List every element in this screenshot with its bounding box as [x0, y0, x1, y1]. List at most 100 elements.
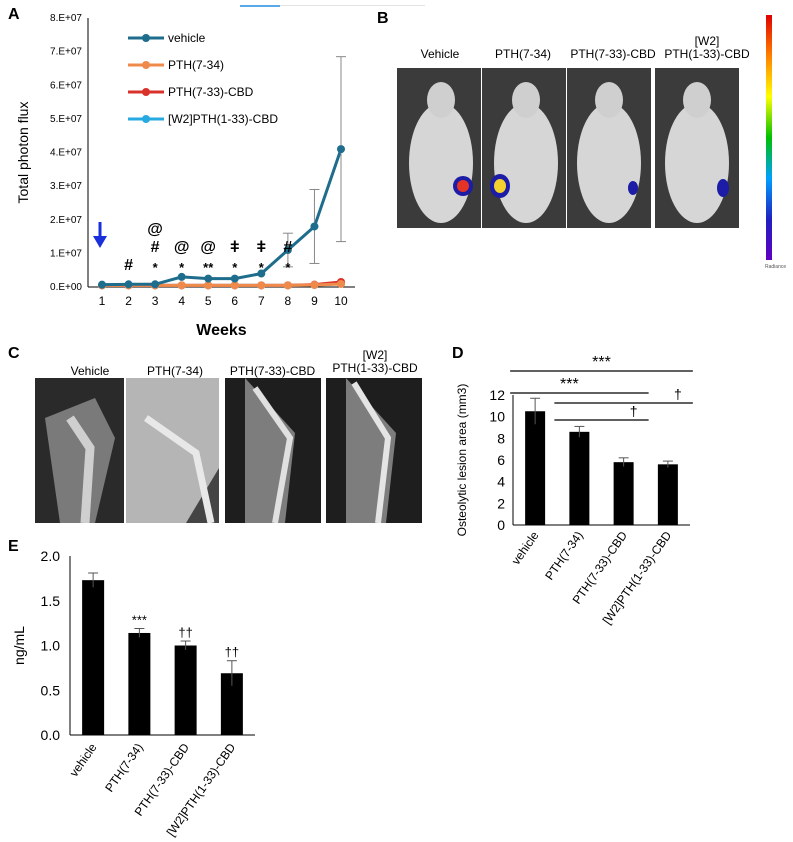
a-y-tick-label: 1.E+07 [50, 248, 82, 259]
e-significance-label: †† [225, 645, 239, 660]
a-x-axis-title: Weeks [196, 322, 247, 339]
d-y-axis-title: Osteolytic lesion area (mm3) [455, 384, 469, 537]
a-data-point [230, 274, 239, 283]
a-x-tick-label: 8 [285, 294, 292, 308]
a-significance-mark: # [124, 257, 133, 274]
mouse-image-pth734 [482, 68, 566, 228]
a-x-tick-label: 2 [125, 294, 132, 308]
e-x-tick-label: PTH(7-34) [102, 741, 146, 795]
a-data-point [230, 281, 239, 290]
a-significance-mark: * [285, 260, 291, 275]
e-y-axis-title: ng/mL [11, 626, 27, 665]
d-y-tick-label: 10 [489, 409, 505, 425]
d-bar [613, 462, 634, 525]
a-legend-label: PTH(7-33)-CBD [168, 85, 254, 99]
a-y-tick-label: 8.E+07 [50, 13, 82, 24]
mouse-image-w2pth [655, 68, 739, 228]
d-x-tick-label: PTH(7-34) [542, 529, 586, 583]
b-label-pth734: PTH(7-34) [494, 47, 551, 61]
a-y-tick-label: 3.E+07 [50, 181, 82, 192]
e-bar [82, 580, 105, 735]
a-x-tick-label: 4 [178, 294, 185, 308]
top-divider-line [280, 5, 425, 6]
xray-image-vehicle [35, 378, 124, 523]
a-y-tick-label: 6.E+07 [50, 80, 82, 91]
radiance-color-scale [766, 15, 772, 260]
panel-label-b: B [377, 10, 389, 27]
a-x-tick-label: 10 [334, 294, 348, 308]
a-significance-mark: * [179, 260, 185, 275]
a-significance-mark: @ [200, 239, 216, 256]
serum-level-bar-chart: 0.0 0.5 1.0 1.5 2.0 ng/mL vehicle *** PTH(7-34) †… [11, 548, 255, 839]
photon-flux-line-chart: 0.E+00 1.E+07 2.E+07 3.E+07 4.E+07 5.E+07 6.E+… [15, 13, 355, 339]
e-significance-label: †† [178, 625, 192, 640]
a-significance-mark: ** [203, 260, 214, 275]
panel-label-a: A [8, 6, 20, 23]
d-y-tick-label: 6 [497, 452, 505, 468]
c-label-w2pth: [W2] PTH(1-33)-CBD [332, 348, 418, 375]
a-y-tick-label: 2.E+07 [50, 215, 82, 226]
a-legend-marker [142, 61, 150, 69]
c-label-pth733cbd: PTH(7-33)-CBD [229, 364, 316, 378]
d-y-tick-label: 0 [497, 517, 505, 533]
e-bar [128, 632, 151, 735]
treatment-arrow-head [93, 236, 107, 248]
a-legend-marker [142, 88, 150, 96]
top-accent-line [240, 5, 280, 7]
xray-image-pth733cbd [225, 378, 321, 523]
e-x-tick-label: vehicle [67, 740, 100, 779]
a-x-tick-label: 7 [258, 294, 265, 308]
a-significance-mark: # [151, 239, 160, 256]
a-x-tick-label: 6 [231, 294, 238, 308]
d-y-tick-label: 8 [497, 430, 505, 446]
osteolytic-area-bar-chart: 0 2 4 6 8 10 12 Osteolytic lesion area (mm3) veh… [455, 354, 693, 627]
a-x-tick-label: 9 [311, 294, 318, 308]
xray-image-pth734 [126, 378, 219, 523]
d-significance-label: *** [592, 354, 611, 371]
a-data-point [204, 274, 213, 283]
a-legend-label: [W2]PTH(1-33)-CBD [168, 112, 278, 126]
a-data-point [283, 281, 292, 290]
d-significance-label: *** [560, 376, 579, 393]
a-y-tick-label: 4.E+07 [50, 148, 82, 159]
a-legend-marker [142, 115, 150, 123]
a-series-line [101, 148, 343, 287]
d-bar [657, 464, 678, 525]
a-data-point [337, 145, 345, 154]
a-legend-label: PTH(7-34) [168, 58, 224, 72]
a-significance-mark: @ [174, 239, 190, 256]
panel-label-e: E [8, 538, 19, 555]
a-data-point [310, 222, 319, 231]
a-legend-label: vehicle [168, 31, 206, 45]
a-data-point [151, 280, 160, 289]
a-significance-mark: * [232, 260, 238, 275]
a-data-point [177, 281, 186, 290]
a-significance-mark: ǂ [230, 239, 239, 256]
a-data-point [177, 272, 186, 281]
e-y-tick-label: 1.0 [41, 638, 61, 654]
a-data-point [310, 280, 319, 289]
radiance-scale-caption: Radiance [765, 264, 787, 270]
e-y-tick-label: 0.0 [41, 727, 61, 743]
a-significance-mark: * [153, 260, 159, 275]
a-legend-marker [142, 34, 150, 42]
a-data-point [98, 280, 106, 289]
a-y-axis-title: Total photon flux [15, 102, 31, 204]
c-label-vehicle: Vehicle [70, 364, 110, 378]
e-bar [220, 673, 243, 735]
d-y-tick-label: 12 [489, 387, 505, 403]
a-x-tick-label: 3 [152, 294, 159, 308]
a-y-tick-label: 5.E+07 [50, 114, 82, 125]
a-data-point [337, 279, 345, 288]
d-x-tick-label: vehicle [509, 528, 542, 567]
b-label-w2pth: [W2] PTH(1-33)-CBD [664, 34, 750, 61]
d-y-tick-label: 2 [497, 495, 505, 511]
d-y-tick-label: 4 [497, 474, 505, 490]
mouse-image-vehicle [397, 68, 481, 228]
a-x-tick-label: 1 [99, 294, 106, 308]
a-significance-mark: # [283, 239, 292, 256]
panel-label-d: D [452, 345, 464, 362]
d-significance-label: † [674, 386, 682, 402]
b-label-vehicle: Vehicle [420, 47, 460, 61]
d-bar [525, 411, 546, 525]
